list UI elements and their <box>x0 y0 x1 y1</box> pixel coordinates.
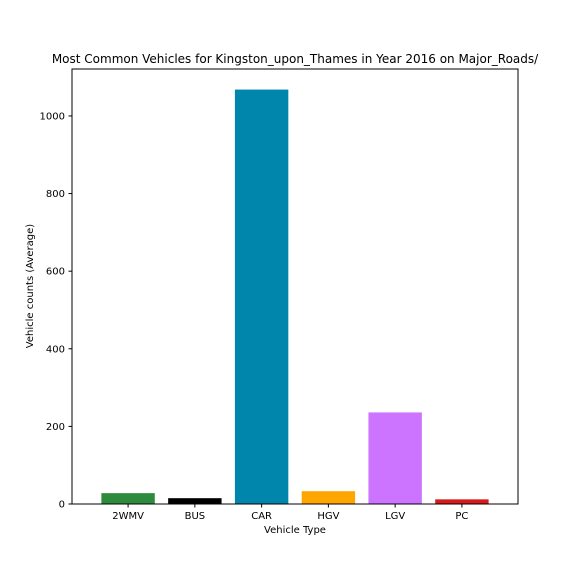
x-tick-label: PC <box>455 511 468 522</box>
x-tick-label: HGV <box>317 511 339 522</box>
x-tick-label: CAR <box>251 511 272 522</box>
chart-title: Most Common Vehicles for Kingston_upon_T… <box>52 52 539 66</box>
x-tick-label: LGV <box>385 511 405 522</box>
y-tick-label: 800 <box>46 189 65 200</box>
plot-area-frame <box>71 68 519 505</box>
x-axis: 2WMV BUS CAR HGV LGV PC <box>112 504 468 522</box>
x-tick-label: BUS <box>185 511 206 522</box>
y-tick-label: 1000 <box>40 111 65 122</box>
bar-bus <box>168 498 222 504</box>
bar-pc <box>435 499 489 504</box>
bars-layer <box>101 89 489 504</box>
x-tick-label: 2WMV <box>112 511 144 522</box>
y-tick-label: 200 <box>46 422 65 433</box>
bar-car <box>234 89 289 504</box>
y-tick-label: 0 <box>59 500 65 511</box>
bar-lgv <box>368 412 422 504</box>
bar-2wmv <box>101 493 155 504</box>
y-tick-label: 600 <box>46 267 65 278</box>
y-tick-label: 400 <box>46 344 65 355</box>
y-axis-label: Vehicle counts (Average) <box>25 224 36 349</box>
y-axis: 0 200 400 600 800 1000 <box>40 111 72 511</box>
bar-hgv <box>301 491 356 504</box>
x-axis-label: Vehicle Type <box>264 525 326 536</box>
